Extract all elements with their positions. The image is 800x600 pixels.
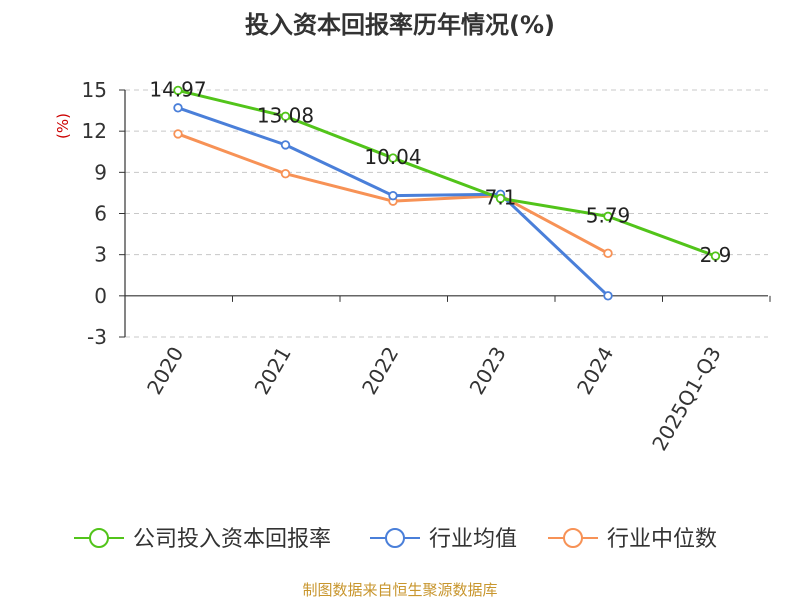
x-tick-label: 2021 [250, 343, 296, 399]
legend-marker [563, 528, 583, 548]
axes: 15 12 9 6 3 0 -3 2020 2021 2022 2023 2024 2025Q1-Q3 [82, 78, 771, 455]
data-point [495, 193, 506, 204]
data-label: 10.04 [364, 145, 421, 169]
y-tick-label: 3 [94, 243, 107, 267]
y-tick-label: 9 [94, 160, 107, 184]
data-point [603, 211, 613, 222]
y-tick-label: 12 [82, 119, 107, 143]
data-labels: 14.97 13.08 10.04 7.1 5.79 2.9 [149, 77, 731, 267]
data-point [603, 248, 613, 258]
data-point [710, 251, 721, 261]
y-tick-label: 6 [94, 202, 107, 226]
x-tick-label: 2024 [572, 343, 618, 399]
legend-item[interactable]: 公司投入资本回报率 [74, 527, 331, 552]
x-tick-label: 2020 [142, 343, 188, 399]
data-point [388, 190, 398, 201]
legend-label: 行业均值 [429, 527, 517, 552]
data-point [173, 129, 183, 139]
legend-marker [89, 528, 109, 548]
series-line [177, 88, 717, 258]
y-tick-label: 0 [94, 284, 107, 308]
legend-label: 公司投入资本回报率 [133, 527, 331, 552]
y-axis-label: (%) [54, 113, 72, 139]
legend-marker [385, 528, 405, 548]
data-label: 2.9 [700, 243, 732, 267]
data-label: 14.97 [149, 77, 206, 101]
data-point [280, 111, 291, 122]
source-note: 制图数据来自恒生聚源数据库 [302, 581, 497, 599]
data-label: 7.1 [485, 185, 517, 209]
y-tick-label: -3 [87, 325, 107, 349]
data-point [173, 85, 183, 96]
data-point [173, 103, 183, 113]
data-point [280, 169, 291, 179]
legend-item[interactable]: 行业均值 [370, 527, 517, 552]
data-point [603, 291, 613, 301]
x-tick-label: 2025Q1-Q3 [647, 343, 726, 455]
grid [125, 89, 768, 338]
series-layer [173, 85, 721, 301]
legend: 公司投入资本回报率 行业均值 行业中位数 [74, 527, 717, 552]
data-label: 13.08 [257, 103, 314, 127]
x-tick-label: 2023 [465, 343, 511, 399]
y-tick-label: 15 [82, 78, 107, 102]
x-tick-label: 2022 [357, 343, 403, 399]
data-label: 5.79 [586, 203, 631, 227]
data-point [280, 140, 291, 150]
data-point [388, 153, 398, 163]
chart-title: 投入资本回报率历年情况(%) [245, 11, 555, 39]
legend-item[interactable]: 行业中位数 [548, 527, 717, 552]
series-0 [173, 85, 721, 261]
legend-label: 行业中位数 [607, 527, 717, 552]
